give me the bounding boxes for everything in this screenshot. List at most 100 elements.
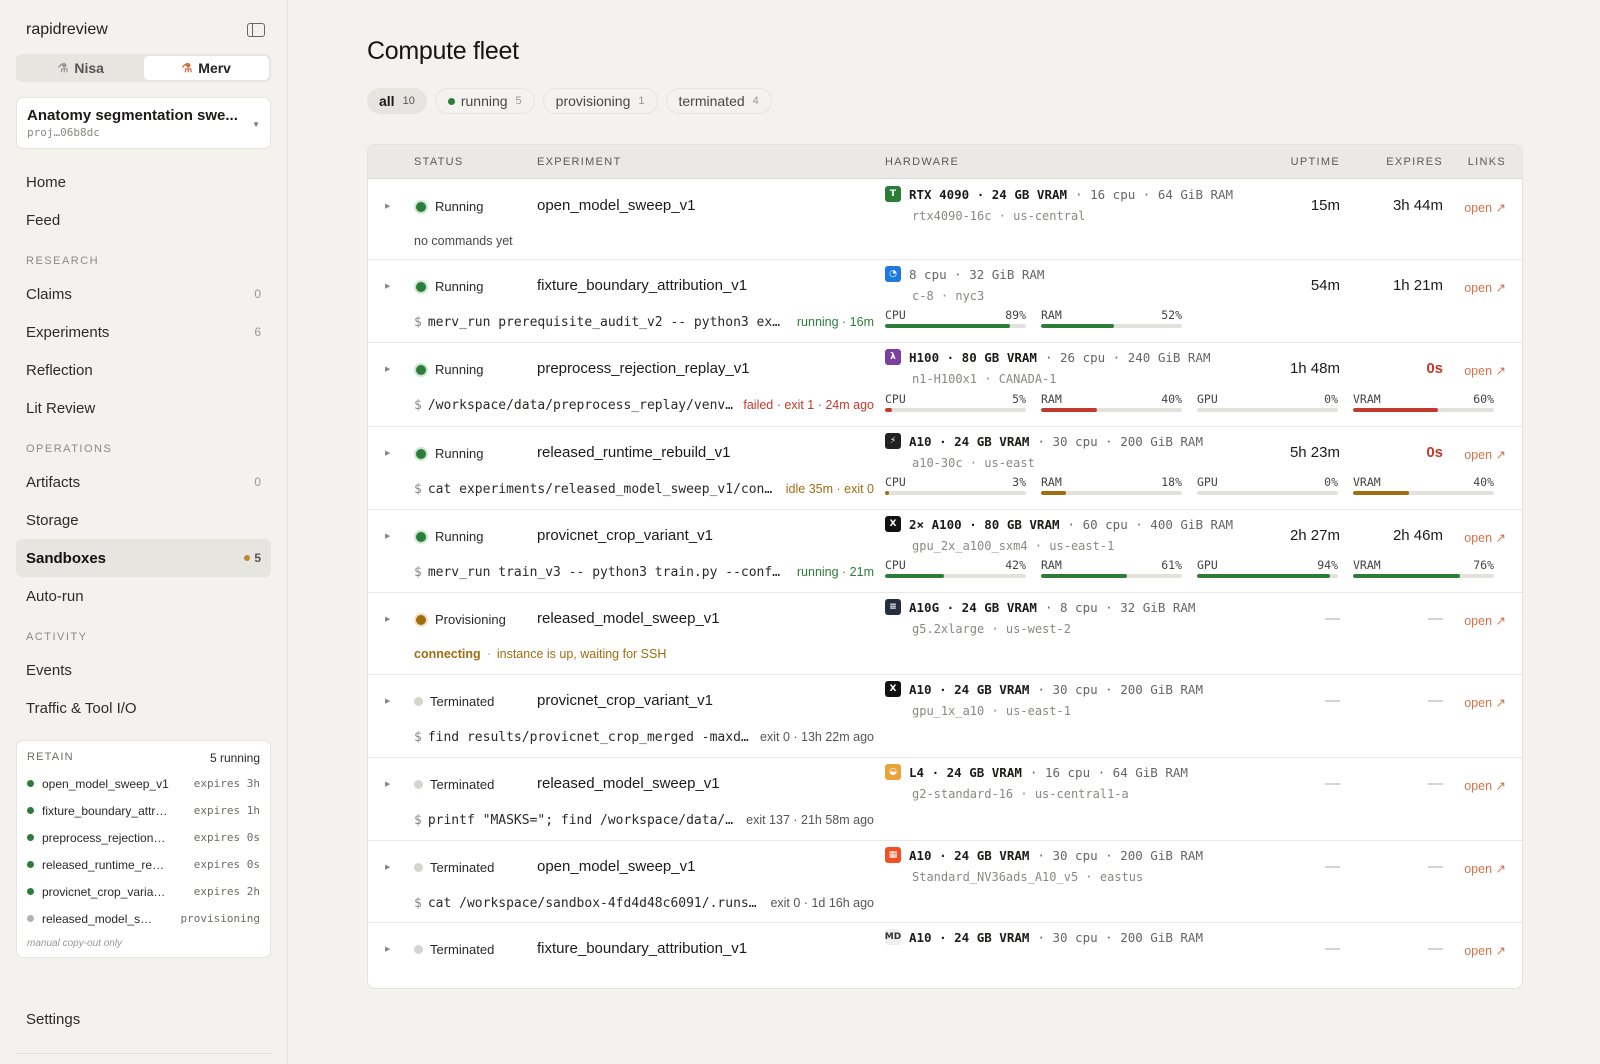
expand-caret-icon[interactable]: ▶ [385,698,391,705]
sidebar-item-traffic[interactable]: Traffic & Tool I/O [16,689,271,727]
sidebar-item-artifacts[interactable]: Artifacts 0 [16,463,271,501]
experiment-name[interactable]: preprocess_rejection_replay_v1 [537,360,750,377]
command-text: cat experiments/released_model_sweep_v1/… [427,482,776,497]
prompt-icon: $ [414,315,422,330]
table-row[interactable]: ▶ Running open_model_sweep_v1 no commands y… [368,180,1522,260]
retain-item-expires: expires 0s [193,831,260,844]
experiment-name[interactable]: released_model_sweep_v1 [537,775,720,792]
table-row[interactable]: ▶ Running provicnet_crop_variant_v1 $ merv_r… [368,510,1522,593]
sidebar-toggle-icon[interactable] [247,23,265,37]
retain-item[interactable]: open_model_sweep_v1 expires 3h [27,770,260,797]
meter-value: 60% [1473,392,1494,406]
experiment-name[interactable]: open_model_sweep_v1 [537,197,696,214]
expires: 1h 21m [1392,277,1443,294]
status-dot [414,446,428,461]
sidebar-item-label: Artifacts [26,473,81,491]
expand-caret-icon[interactable]: ▶ [385,283,391,290]
user-tab-nisa[interactable]: ⚗ Nisa [18,56,144,80]
expand-caret-icon[interactable]: ▶ [385,203,391,210]
hardware-spec: λ H100 · 80 GB VRAM · 26 cpu · 240 GiB RAM [885,349,1260,365]
user-switcher: ⚗ Nisa ⚗ Merv [16,54,271,82]
filter-chip-provisioning[interactable]: provisioning 1 [542,88,658,114]
experiment-name[interactable]: released_model_sweep_v1 [537,610,720,627]
table-row[interactable]: ▶ Running preprocess_rejection_replay_v1 $ /… [368,343,1522,427]
meter-label: CPU [885,558,906,572]
provision-message: instance is up, waiting for SSH [496,647,667,661]
expand-caret-icon[interactable]: ▶ [385,781,391,788]
open-link[interactable]: open ↗ [1464,862,1506,876]
sidebar-item-feed[interactable]: Feed [16,201,271,239]
meter-fill [1353,574,1461,578]
open-link[interactable]: open ↗ [1464,201,1506,215]
sidebar: rapidreview ⚗ Nisa ⚗ Merv Anatomy segmen… [0,0,288,1064]
sidebar-item-settings[interactable]: Settings [16,1000,272,1038]
open-link[interactable]: open ↗ [1464,779,1506,793]
table-row[interactable]: ▶ Terminated provicnet_crop_variant_v1 $ fin… [368,675,1522,758]
table-row[interactable]: ▶ Running fixture_boundary_attribution_v1 $… [368,260,1522,343]
open-link[interactable]: open ↗ [1464,944,1506,958]
open-link[interactable]: open ↗ [1464,448,1506,462]
experiment-name[interactable]: open_model_sweep_v1 [537,858,696,875]
sidebar-item-sandboxes[interactable]: Sandboxes 5 [16,539,271,577]
column-header-status[interactable]: STATUS [414,156,464,168]
open-link[interactable]: open ↗ [1464,696,1506,710]
sidebar-item-home[interactable]: Home [16,163,271,201]
table-row[interactable]: ▶ Provisioning released_model_sweep_v1 conn… [368,593,1522,675]
sidebar-item-storage[interactable]: Storage [16,501,271,539]
column-header-experiment[interactable]: EXPERIMENT [537,156,622,168]
hardware-resources: · 16 cpu · 64 GiB RAM [1029,764,1188,780]
nav-count: 5 [244,551,261,565]
column-header-expires[interactable]: EXPIRES [1386,156,1443,168]
filter-chip-running[interactable]: running 5 [434,88,535,114]
expand-caret-icon[interactable]: ▶ [385,616,391,623]
sidebar-item-events[interactable]: Events [16,651,271,689]
filter-label: all [379,93,395,109]
meter-bar [885,491,1026,495]
sidebar-item-claims[interactable]: Claims 0 [16,275,271,313]
hardware-cell: ◔ 8 cpu · 32 GiB RAM c-8 · nyc3 [885,266,1260,303]
open-link[interactable]: open ↗ [1464,364,1506,378]
open-link[interactable]: open ↗ [1464,614,1506,628]
hardware-gpu: 2× A100 · 80 GB VRAM [909,516,1060,532]
user-tab-merv[interactable]: ⚗ Merv [143,56,269,80]
hardware-gpu: H100 · 80 GB VRAM [909,349,1037,365]
experiment-name[interactable]: released_runtime_rebuild_v1 [537,444,731,461]
project-selector[interactable]: Anatomy segmentation swe... proj…06b8dc … [16,97,271,149]
table-row[interactable]: ▶ Terminated released_model_sweep_v1 $ print… [368,758,1522,841]
table-row[interactable]: ▶ Terminated fixture_boundary_attribution_… [368,923,1522,988]
expand-caret-icon[interactable]: ▶ [385,864,391,871]
meter-value: 94% [1317,558,1338,572]
experiment-name[interactable]: provicnet_crop_variant_v1 [537,692,713,709]
open-link[interactable]: open ↗ [1464,281,1506,295]
table-row[interactable]: ▶ Terminated open_model_sweep_v1 $ cat /work… [368,841,1522,923]
meter-value: 0% [1324,475,1338,489]
meter-bar [1197,491,1338,495]
experiment-name[interactable]: provicnet_crop_variant_v1 [537,527,713,544]
meter-label: CPU [885,475,906,489]
retain-item[interactable]: fixture_boundary_attr… expires 1h [27,797,260,824]
open-link[interactable]: open ↗ [1464,531,1506,545]
sidebar-item-auto-run[interactable]: Auto-run [16,577,271,615]
retain-item[interactable]: released_runtime_re… expires 0s [27,851,260,878]
meter-fill [885,324,1011,328]
status-label: Running [435,199,484,214]
divider [16,1053,272,1054]
column-header-hardware[interactable]: HARDWARE [885,156,960,168]
table-row[interactable]: ▶ Running released_runtime_rebuild_v1 $ cat … [368,427,1522,510]
experiment-name[interactable]: fixture_boundary_attribution_v1 [537,940,748,957]
sidebar-item-lit-review[interactable]: Lit Review [16,389,271,427]
expand-caret-icon[interactable]: ▶ [385,450,391,457]
column-header-uptime[interactable]: UPTIME [1290,156,1340,168]
filter-chip-terminated[interactable]: terminated 4 [665,88,772,114]
experiment-name[interactable]: fixture_boundary_attribution_v1 [537,277,748,294]
retain-item[interactable]: provicnet_crop_varia… expires 2h [27,878,260,905]
expand-caret-icon[interactable]: ▶ [385,533,391,540]
sidebar-item-experiments[interactable]: Experiments 6 [16,313,271,351]
retain-item[interactable]: released_model_s… provisioning [27,905,260,932]
expand-caret-icon[interactable]: ▶ [385,366,391,373]
filter-chip-all[interactable]: all 10 [367,88,427,114]
user-tab-label: Nisa [74,60,104,76]
sidebar-item-reflection[interactable]: Reflection [16,351,271,389]
retain-item[interactable]: preprocess_rejection… expires 0s [27,824,260,851]
expand-caret-icon[interactable]: ▶ [385,946,391,953]
